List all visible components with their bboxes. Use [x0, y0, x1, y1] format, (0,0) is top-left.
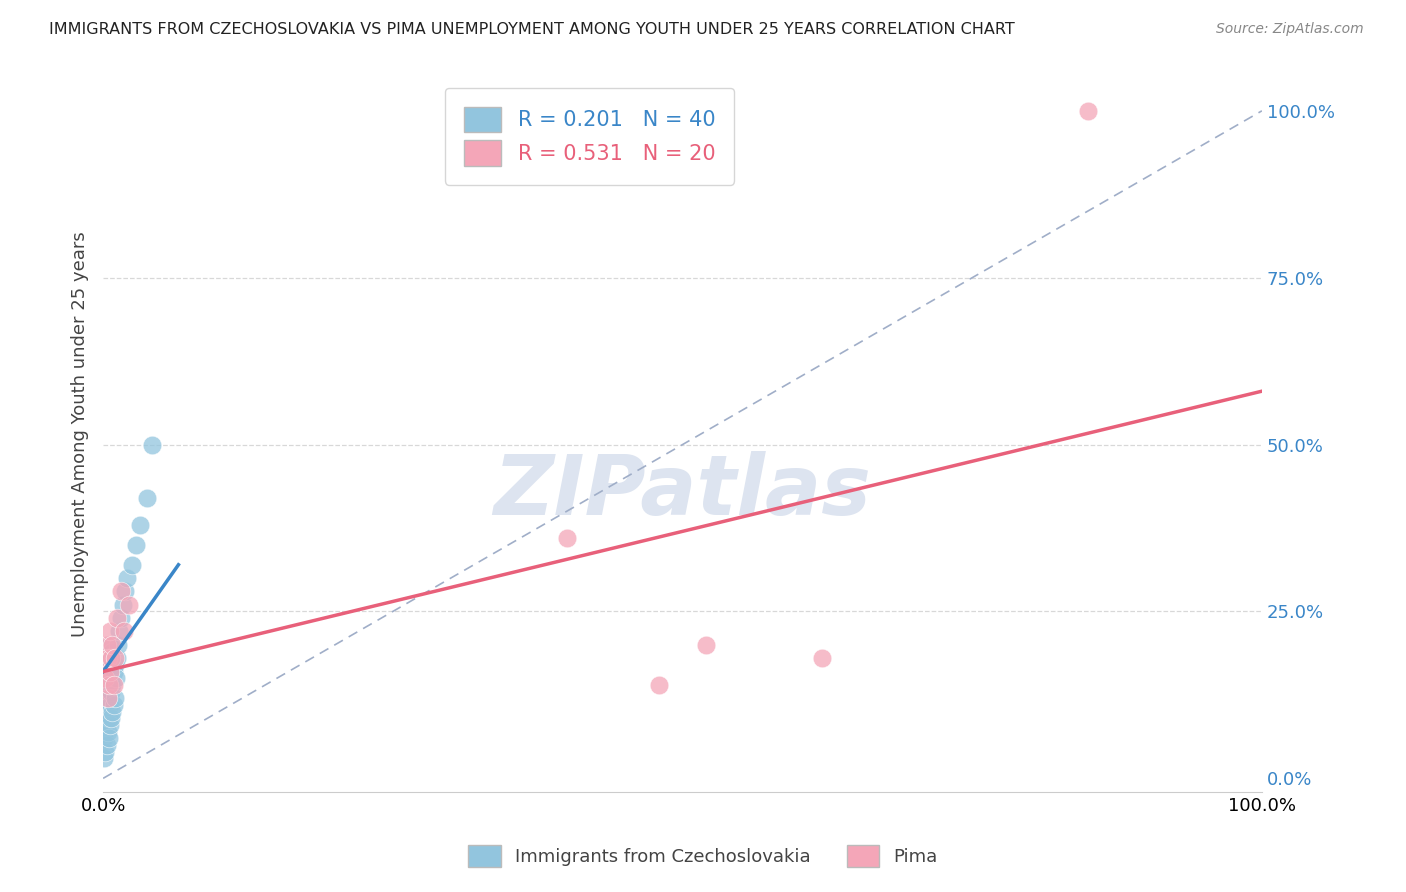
Point: [97, 651, 120, 665]
Point: [810, 651, 832, 665]
Point: [96, 705, 118, 719]
Point: [110, 611, 132, 625]
Point: [96, 738, 118, 752]
Point: [98, 665, 121, 679]
Point: [124, 538, 146, 552]
Point: [100, 657, 122, 672]
Point: [141, 437, 163, 451]
Point: [101, 644, 124, 658]
Point: [98, 718, 121, 732]
Point: [555, 531, 578, 545]
Point: [97, 724, 120, 739]
Text: IMMIGRANTS FROM CZECHOSLOVAKIA VS PIMA UNEMPLOYMENT AMONG YOUTH UNDER 25 YEARS C: IMMIGRANTS FROM CZECHOSLOVAKIA VS PIMA U…: [49, 22, 1015, 37]
Point: [104, 651, 127, 665]
Point: [96, 678, 118, 692]
Point: [93, 731, 115, 746]
Point: [100, 711, 122, 725]
Point: [100, 651, 122, 665]
Point: [101, 705, 124, 719]
Point: [117, 571, 139, 585]
Point: [104, 657, 127, 672]
Y-axis label: Unemployment Among Youth under 25 years: Unemployment Among Youth under 25 years: [72, 232, 89, 638]
Point: [97, 731, 120, 746]
Point: [94, 671, 117, 685]
Point: [114, 584, 136, 599]
Point: [93, 751, 115, 765]
Point: [136, 491, 159, 505]
Point: [97, 651, 120, 665]
Text: ZIPatlas: ZIPatlas: [494, 451, 872, 533]
Point: [94, 718, 117, 732]
Point: [104, 671, 127, 685]
Point: [97, 678, 120, 692]
Point: [1077, 103, 1099, 118]
Point: [129, 517, 152, 532]
Point: [648, 678, 671, 692]
Point: [112, 624, 135, 639]
Point: [111, 598, 134, 612]
Point: [94, 745, 117, 759]
Point: [97, 711, 120, 725]
Point: [104, 691, 127, 706]
Point: [107, 638, 129, 652]
Point: [97, 684, 120, 698]
Point: [110, 584, 132, 599]
Point: [103, 698, 125, 712]
Point: [103, 678, 125, 692]
Point: [117, 598, 139, 612]
Point: [105, 651, 128, 665]
Point: [105, 611, 128, 625]
Point: [98, 624, 121, 639]
Point: [103, 665, 125, 679]
Point: [98, 638, 121, 652]
Point: [97, 691, 120, 706]
Point: [121, 558, 143, 572]
Point: [100, 684, 122, 698]
Text: Source: ZipAtlas.com: Source: ZipAtlas.com: [1216, 22, 1364, 37]
Point: [695, 638, 717, 652]
Point: [98, 671, 121, 685]
Point: [108, 624, 131, 639]
Point: [101, 638, 124, 652]
Legend: R = 0.201   N = 40, R = 0.531   N = 20: R = 0.201 N = 40, R = 0.531 N = 20: [446, 87, 734, 185]
Point: [97, 691, 120, 706]
Point: [98, 698, 121, 712]
Point: [101, 678, 124, 692]
Legend: Immigrants from Czechoslovakia, Pima: Immigrants from Czechoslovakia, Pima: [461, 838, 945, 874]
Point: [96, 638, 118, 652]
